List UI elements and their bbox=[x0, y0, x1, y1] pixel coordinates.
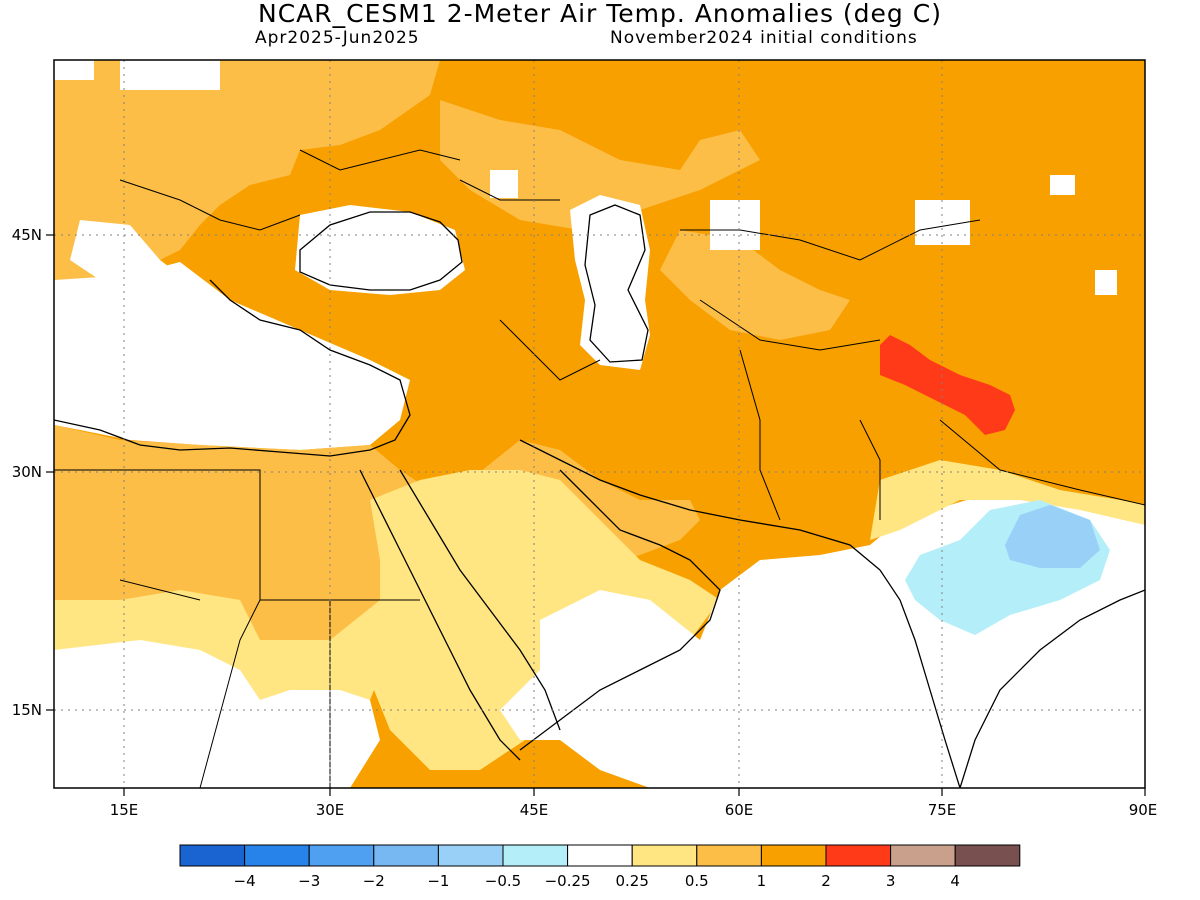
colorbar-label: −0.5 bbox=[485, 872, 521, 890]
lon-label: 45E bbox=[520, 801, 549, 819]
colorbar-swatch bbox=[954, 844, 1021, 867]
lat-label: 15N bbox=[12, 701, 42, 719]
colorbar-label: −1 bbox=[427, 872, 449, 890]
colorbar-swatch bbox=[567, 844, 633, 867]
colorbar-swatch bbox=[373, 844, 439, 867]
colorbar-label: 2 bbox=[821, 872, 831, 890]
colorbar-label: −0.25 bbox=[545, 872, 591, 890]
field-caspian-neutral bbox=[570, 195, 650, 370]
field-mongolia-neutral bbox=[1050, 175, 1075, 195]
field-karakoram-red bbox=[880, 335, 1015, 435]
colorbar-swatch bbox=[631, 844, 698, 867]
colorbar-swatch bbox=[308, 844, 375, 867]
colorbar-label: 0.25 bbox=[615, 872, 648, 890]
field-mediterranean-neutral bbox=[54, 262, 410, 450]
lon-labels: 15E 30E 45E 60E 75E 90E bbox=[110, 801, 1158, 819]
colorbar-swatch bbox=[825, 844, 892, 867]
field-aral-neutral bbox=[710, 200, 760, 250]
tick-marks bbox=[46, 234, 1146, 796]
india-coast bbox=[879, 569, 1145, 788]
coastlines bbox=[54, 149, 1145, 788]
anomaly-field bbox=[54, 60, 1145, 788]
persian-gulf-coast bbox=[519, 439, 881, 571]
red-sea-coast bbox=[359, 469, 561, 761]
colorbar-label: 3 bbox=[886, 872, 896, 890]
colorbar-swatch bbox=[437, 844, 504, 867]
field-north-neutral-1 bbox=[54, 60, 94, 80]
colorbar: −4 −3 −2 −1 −0.5 −0.25 0.25 0.5 1 2 3 4 bbox=[179, 844, 1021, 890]
field-north-neutral-2 bbox=[120, 60, 220, 90]
lat-label: 30N bbox=[12, 463, 42, 481]
lon-label: 75E bbox=[928, 801, 957, 819]
colorbar-swatch bbox=[502, 844, 569, 867]
colorbar-swatch bbox=[179, 844, 246, 867]
field-balkan-neutral bbox=[70, 220, 220, 330]
field-north-neutral-3 bbox=[490, 170, 518, 198]
initial-conditions: November2024 initial conditions bbox=[610, 28, 918, 48]
colorbar-swatch bbox=[760, 844, 827, 867]
arabia-coast bbox=[519, 469, 721, 751]
lon-label: 15E bbox=[110, 801, 139, 819]
lon-label: 90E bbox=[1129, 801, 1158, 819]
lon-label: 30E bbox=[316, 801, 345, 819]
field-europe-light-orange bbox=[54, 60, 440, 280]
country-borders bbox=[54, 149, 1145, 788]
colorbar-label: 1 bbox=[757, 872, 767, 890]
mediterranean-coast bbox=[54, 279, 411, 457]
map-frame bbox=[53, 59, 1146, 789]
colorbar-label: −2 bbox=[363, 872, 385, 890]
colorbar-label: −4 bbox=[234, 872, 256, 890]
map-title: NCAR_CESM1 2-Meter Air Temp. Anomalies (… bbox=[258, 0, 942, 28]
gridlines bbox=[54, 60, 1145, 788]
colorbar-swatch bbox=[696, 844, 762, 867]
lat-label: 45N bbox=[12, 226, 42, 244]
caspian-coast bbox=[584, 204, 649, 363]
field-steppe-light-orange bbox=[440, 100, 760, 230]
field-south-neutral bbox=[54, 640, 380, 788]
forecast-period: Apr2025-Jun2025 bbox=[255, 28, 420, 48]
colorbar-swatch bbox=[244, 844, 310, 867]
colorbar-label: −3 bbox=[298, 872, 320, 890]
field-black-sea-neutral bbox=[295, 205, 465, 295]
field-india-blue bbox=[1005, 505, 1100, 568]
colorbar-label: 4 bbox=[950, 872, 960, 890]
colorbar-label: 0.5 bbox=[685, 872, 709, 890]
field-caspian-light-orange bbox=[660, 230, 850, 340]
field-himalaya-fringe bbox=[870, 460, 1145, 540]
field-china-neutral bbox=[1095, 270, 1117, 295]
colorbar-swatch bbox=[890, 844, 956, 867]
lat-labels: 45N 30N 15N bbox=[12, 226, 42, 719]
lon-label: 60E bbox=[725, 801, 754, 819]
